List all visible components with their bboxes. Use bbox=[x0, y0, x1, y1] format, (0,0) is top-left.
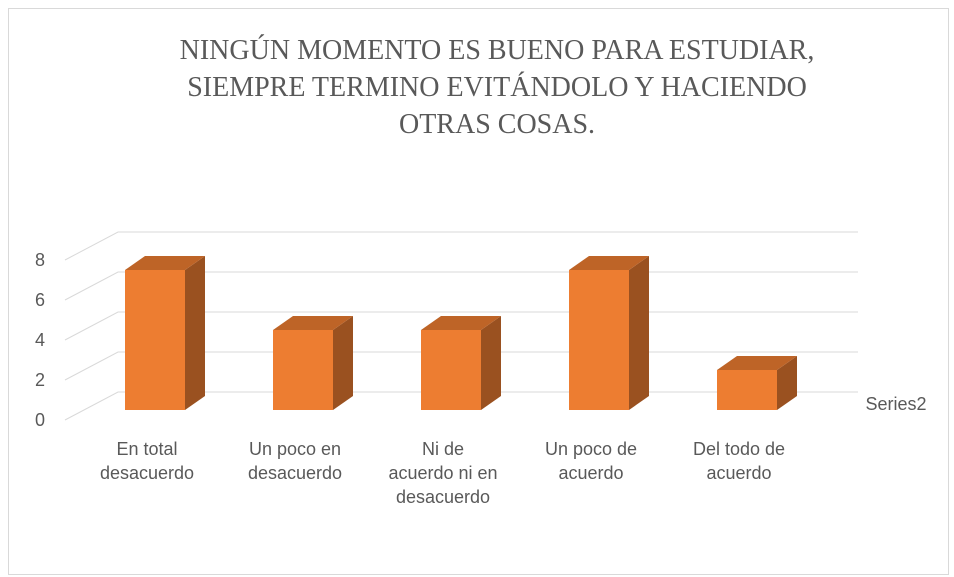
y-tick-label: 0 bbox=[34, 410, 45, 430]
x-tick-label: Un poco de acuerdo bbox=[544, 439, 638, 483]
bar-face bbox=[421, 330, 481, 410]
bar bbox=[717, 356, 797, 410]
bar bbox=[125, 256, 205, 410]
bar-face bbox=[273, 330, 333, 410]
bar-face bbox=[421, 316, 501, 330]
bar-face bbox=[717, 356, 797, 370]
bar-face bbox=[125, 270, 185, 410]
y-tick-label: 2 bbox=[34, 370, 45, 390]
x-tick-label: Un poco en desacuerdo bbox=[247, 439, 343, 483]
bar bbox=[569, 256, 649, 410]
bar bbox=[421, 316, 501, 410]
series-label: Series2 bbox=[865, 394, 927, 414]
x-tick-label: En total desacuerdo bbox=[99, 439, 195, 483]
chart-title: NINGÚN MOMENTO ES BUENO PARA ESTUDIAR, S… bbox=[179, 35, 815, 140]
bar-face bbox=[481, 316, 501, 410]
bar-face bbox=[569, 256, 649, 270]
chart-border bbox=[8, 8, 949, 575]
y-tick-label: 6 bbox=[34, 290, 45, 310]
bar-face bbox=[569, 270, 629, 410]
bar-face bbox=[333, 316, 353, 410]
x-tick-label: Del todo de acuerdo bbox=[692, 439, 786, 483]
bar-face bbox=[185, 256, 205, 410]
bar bbox=[273, 316, 353, 410]
x-tick-label: Ni de acuerdo ni en desacuerdo bbox=[388, 439, 498, 507]
bar-face bbox=[717, 370, 777, 410]
y-tick-label: 8 bbox=[34, 250, 45, 270]
bar-face bbox=[273, 316, 353, 330]
grid-line bbox=[64, 231, 858, 261]
bar-face bbox=[777, 356, 797, 410]
bar-face bbox=[629, 256, 649, 410]
bar-face bbox=[125, 256, 205, 270]
y-tick-label: 4 bbox=[34, 330, 45, 350]
